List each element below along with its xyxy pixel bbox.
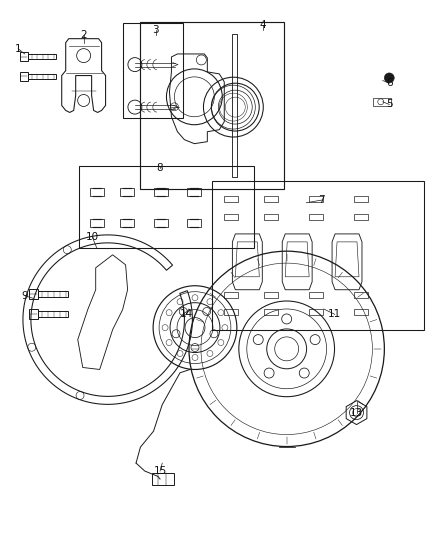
Bar xyxy=(264,292,278,297)
Bar xyxy=(264,310,278,316)
Bar xyxy=(224,196,238,203)
Bar xyxy=(187,188,201,196)
Bar xyxy=(309,310,323,316)
Bar xyxy=(232,34,237,177)
Text: 15: 15 xyxy=(153,466,167,476)
Bar xyxy=(79,166,254,248)
Bar xyxy=(224,310,238,316)
Bar xyxy=(309,196,323,203)
Bar xyxy=(224,214,238,220)
Bar xyxy=(152,473,174,485)
Text: 6: 6 xyxy=(386,78,392,88)
Text: 10: 10 xyxy=(86,232,99,243)
Bar xyxy=(224,292,238,297)
Bar xyxy=(120,188,134,196)
Bar xyxy=(120,219,134,227)
Text: 3: 3 xyxy=(152,25,159,35)
Bar xyxy=(141,22,285,189)
Bar xyxy=(90,219,104,227)
Bar xyxy=(212,182,424,330)
Bar xyxy=(264,214,278,220)
Bar xyxy=(354,292,368,297)
Text: 1: 1 xyxy=(15,44,21,54)
Text: 9: 9 xyxy=(21,290,28,301)
Bar xyxy=(309,292,323,297)
Bar xyxy=(154,188,168,196)
Bar xyxy=(354,196,368,203)
Bar xyxy=(123,23,183,118)
Text: 13: 13 xyxy=(350,408,363,418)
Bar xyxy=(309,214,323,220)
Text: 11: 11 xyxy=(328,309,341,319)
Bar xyxy=(154,219,168,227)
Bar xyxy=(39,311,68,317)
Bar xyxy=(90,188,104,196)
Bar xyxy=(354,214,368,220)
Text: 8: 8 xyxy=(157,163,163,173)
Text: 5: 5 xyxy=(386,100,392,109)
Bar xyxy=(28,54,56,59)
Bar xyxy=(187,219,201,227)
Bar xyxy=(28,74,56,79)
Bar xyxy=(354,310,368,316)
Bar xyxy=(373,98,391,106)
Text: 7: 7 xyxy=(318,195,325,205)
Text: 4: 4 xyxy=(259,20,266,30)
Text: 14: 14 xyxy=(180,309,193,319)
Bar xyxy=(39,291,68,297)
Bar xyxy=(264,196,278,203)
Circle shape xyxy=(384,73,394,83)
Text: 2: 2 xyxy=(80,30,87,41)
